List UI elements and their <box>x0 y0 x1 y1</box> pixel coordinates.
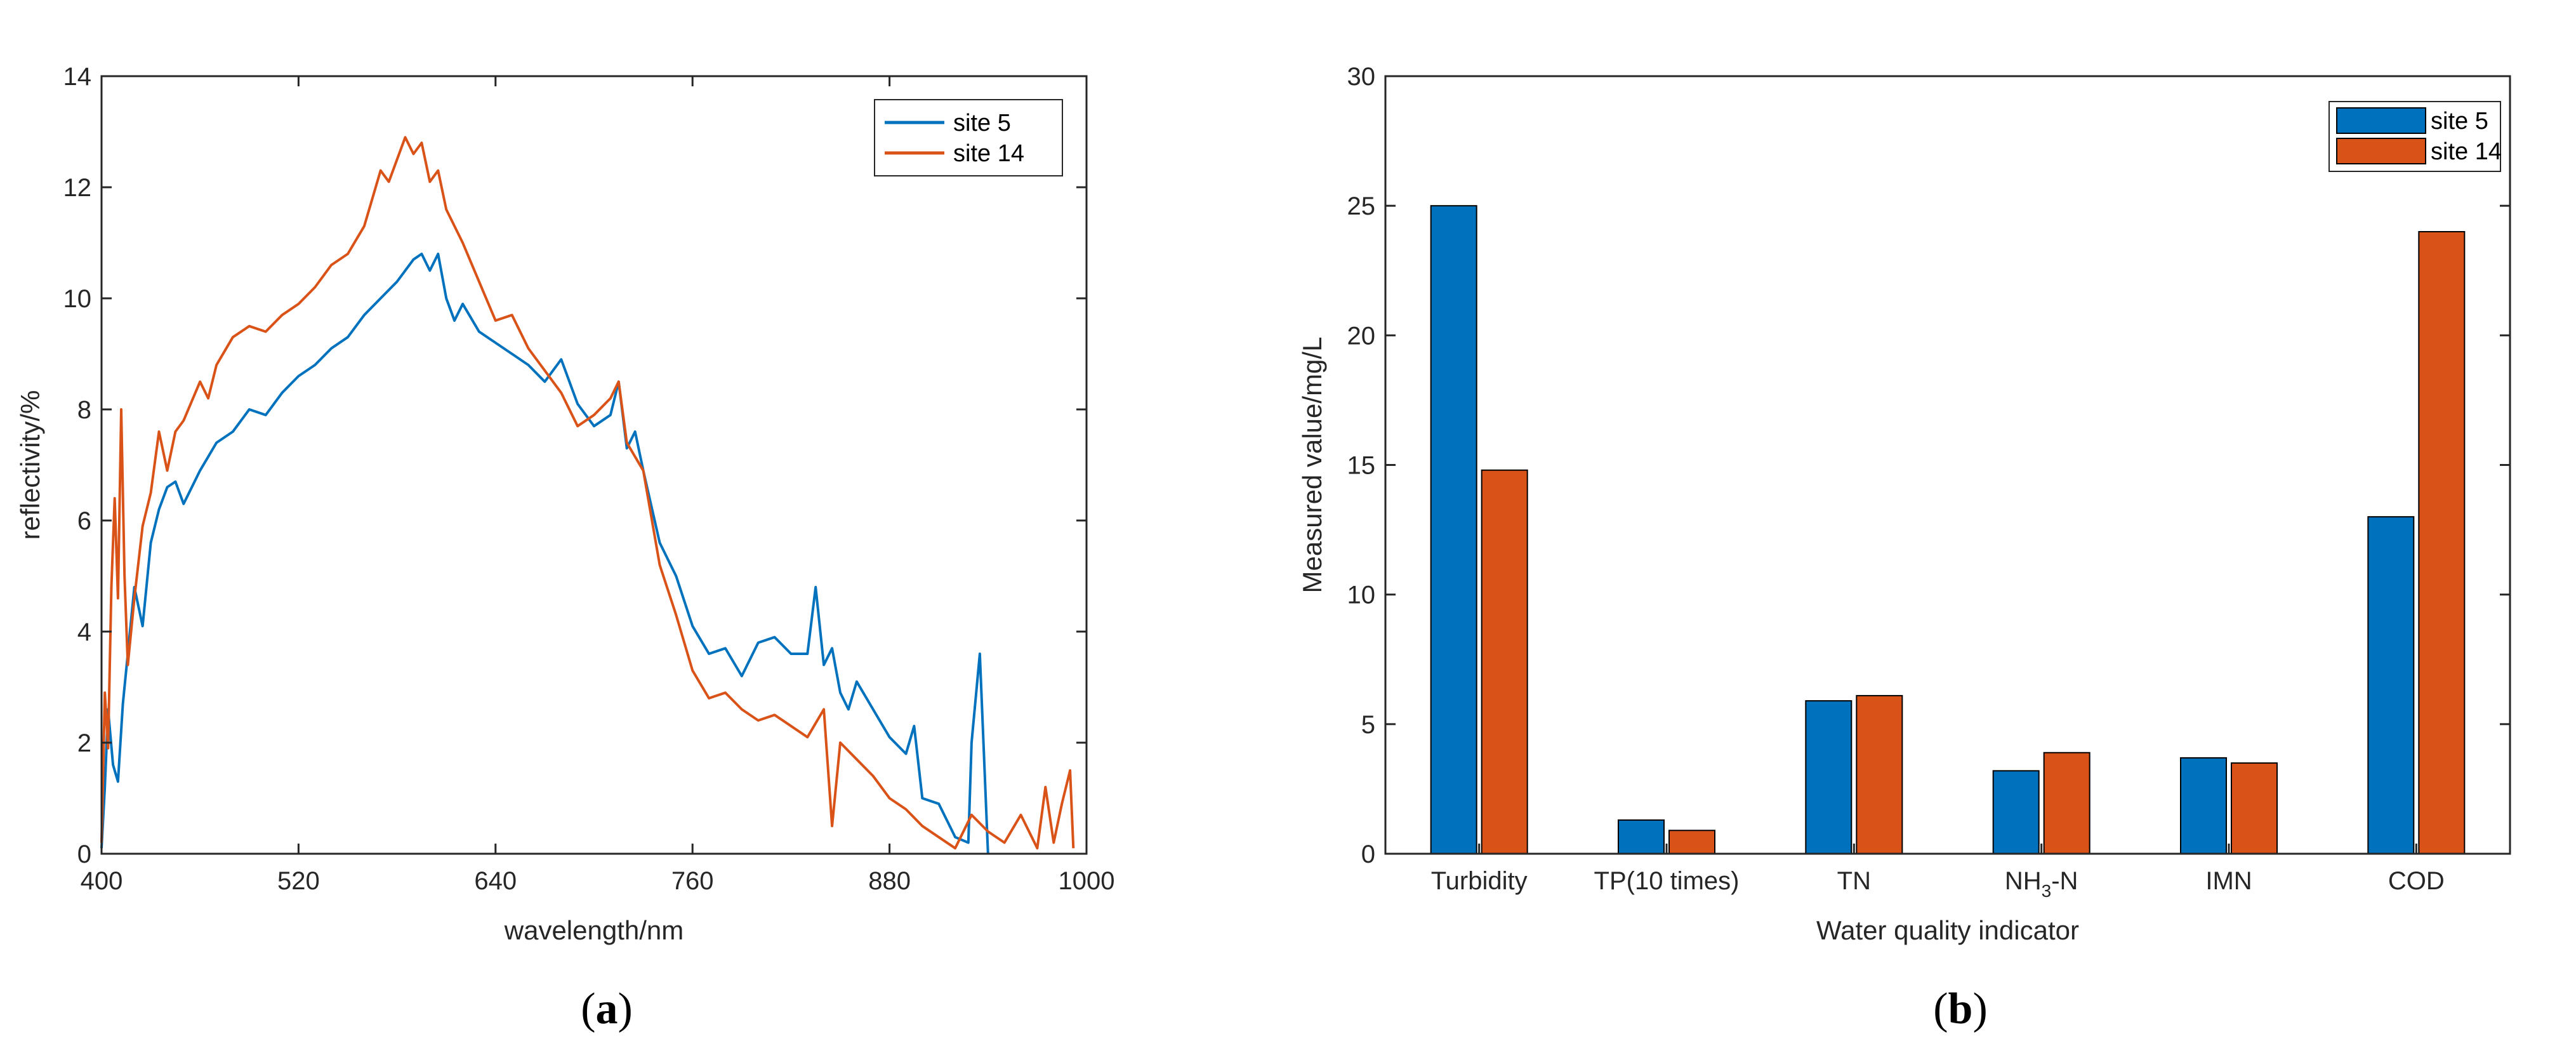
x-tick-label: IMN <box>2205 867 2252 895</box>
series-line-site-5 <box>100 253 989 854</box>
plot-frame <box>1384 75 2511 855</box>
bar-site-5-turbidity <box>1430 205 1477 854</box>
x-axis-title: wavelength/nm <box>504 915 684 945</box>
y-tick-label: 6 <box>77 507 91 535</box>
bar-site-14-tp-10-times- <box>1668 830 1715 854</box>
x-tick-label: COD <box>2388 867 2445 895</box>
x-tick-label: Turbidity <box>1431 867 1528 895</box>
y-tick-label: 12 <box>63 174 92 202</box>
caption-a: (a) <box>581 985 633 1033</box>
y-tick-label: 15 <box>1347 452 1376 480</box>
bar-site-14-tn <box>1856 694 1903 854</box>
legend-label: site 14 <box>953 140 1024 167</box>
y-tick-label: 2 <box>77 729 91 757</box>
x-tick-label-suffix: -N <box>2051 867 2078 895</box>
y-tick-label: 20 <box>1347 322 1376 350</box>
y-tick-label: 14 <box>63 63 92 91</box>
caption-close: ) <box>1972 985 1987 1033</box>
x-tick-label-text: Turbidity <box>1431 867 1528 895</box>
x-tick-label-text: IMN <box>2205 867 2252 895</box>
x-tick-label: 400 <box>81 867 123 895</box>
y-tick-label: 30 <box>1347 63 1376 91</box>
y-tick-label: 25 <box>1347 192 1376 220</box>
x-axis-title: Water quality indicator <box>1816 915 2079 945</box>
y-tick-label: 10 <box>1347 581 1376 609</box>
y-tick-label: 4 <box>77 618 91 646</box>
x-tick-label-text: NH <box>2005 867 2042 895</box>
caption-close: ) <box>618 985 633 1033</box>
x-tick-label-text: TN <box>1837 867 1871 895</box>
y-tick-label: 0 <box>1361 840 1375 868</box>
y-axis-title: reflectivity/% <box>15 390 45 540</box>
legend-box <box>874 99 1063 176</box>
x-tick-label-subscript: 3 <box>2042 881 2052 901</box>
x-tick-label-text: TP(10 times) <box>1594 867 1740 895</box>
bar-chart-water-quality: Turbidity TP(10 times) TN NH3-N IMN COD 0 5 10 15… <box>1297 63 2511 1033</box>
legend-swatch-site-14 <box>2336 138 2426 164</box>
x-tick-label: 880 <box>868 867 911 895</box>
caption-letter: a <box>596 985 618 1033</box>
bar-site-14-turbidity <box>1481 469 1528 854</box>
x-tick-label: 760 <box>671 867 714 895</box>
x-tick-label-text: COD <box>2388 867 2445 895</box>
x-tick-label: 640 <box>474 867 517 895</box>
y-tick-label: 10 <box>63 285 92 313</box>
caption-letter: b <box>1948 985 1973 1033</box>
y-tick-label: 0 <box>77 840 91 868</box>
bar-site-5-tn <box>1805 700 1853 855</box>
bar-site-5-cod <box>2367 516 2415 854</box>
x-tick-label: TP(10 times) <box>1594 867 1740 895</box>
x-tick-label: NH3-N <box>2005 867 2078 901</box>
caption-open: ( <box>1933 985 1948 1033</box>
x-tick-label: 1000 <box>1059 867 1115 895</box>
bar-site-14-imn <box>2231 762 2278 855</box>
caption-b: (b) <box>1933 985 1988 1033</box>
legend-label: site 5 <box>2431 108 2488 135</box>
x-tick-label: TN <box>1837 867 1871 895</box>
bar-site-14-cod <box>2418 231 2466 854</box>
legend-label: site 14 <box>2431 138 2502 165</box>
bar-site-5-tp-10-times- <box>1618 819 1665 854</box>
bar-site-5-nh3-n <box>1992 770 2040 855</box>
caption-open: ( <box>581 985 595 1033</box>
bar-site-14-nh3-n <box>2043 752 2091 854</box>
y-axis-title: Measured value/mg/L <box>1297 337 1327 593</box>
bar-site-5-imn <box>2180 757 2227 854</box>
y-tick-label: 8 <box>77 396 91 424</box>
x-tick-label: 520 <box>277 867 320 895</box>
y-tick-label: 5 <box>1361 711 1375 739</box>
legend-swatch-site-5 <box>2336 107 2426 134</box>
series-line-site-14 <box>100 136 1075 850</box>
line-chart-reflectivity: 400 520 640 760 880 1000 0 2 4 6 8 10 12 14 wavelength… <box>15 63 1114 1033</box>
legend-label: site 5 <box>953 110 1011 136</box>
plot-frame <box>100 75 1088 855</box>
